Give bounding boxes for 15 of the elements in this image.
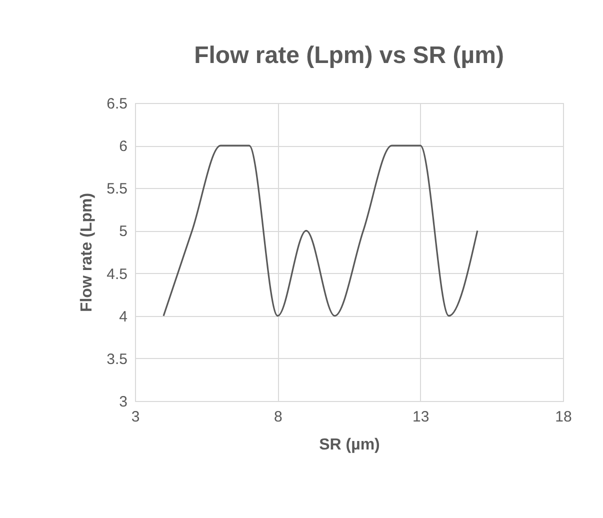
chart-title: Flow rate (Lpm) vs SR (µm) [194,42,504,69]
x-tick-label: 18 [555,408,572,426]
y-tick-label: 3.5 [106,350,128,368]
y-tick-label: 3 [119,394,128,410]
y-tick-label: 4.5 [106,266,128,283]
x-tick-label: 13 [412,408,430,426]
y-tick-label: 6 [119,138,128,156]
y-tick-label: 5 [119,223,128,240]
x-axis-title: SR (µm) [319,436,380,454]
x-tick-label: 8 [274,408,282,426]
y-tick-label: 5.5 [106,180,128,198]
y-tick-label: 6.5 [106,96,128,112]
x-tick-label: 3 [131,408,140,426]
y-tick-label: 4 [119,308,128,326]
y-axis-title: Flow rate (Lpm) [78,192,96,312]
